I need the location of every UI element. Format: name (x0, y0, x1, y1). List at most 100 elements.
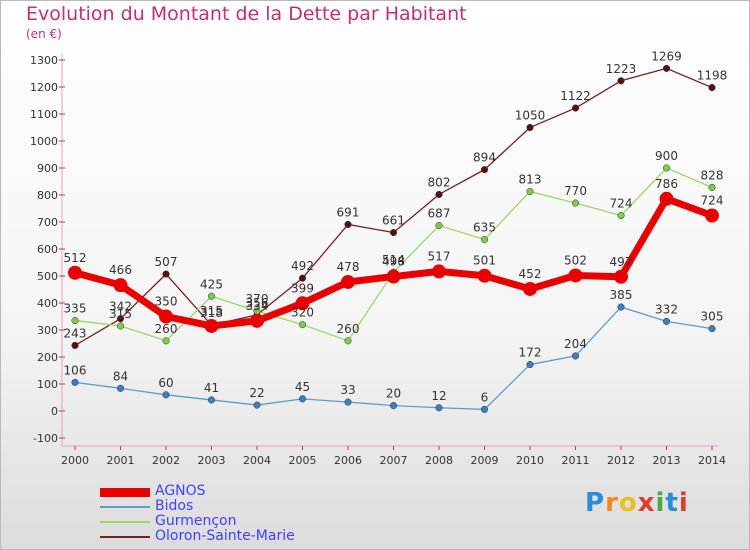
data-label: 342 (109, 300, 132, 314)
data-points (68, 64, 719, 413)
data-point (617, 211, 625, 220)
y-tick-label: 1000 (30, 135, 58, 148)
data-point (571, 352, 580, 360)
data-point (298, 321, 307, 329)
data-point (571, 104, 580, 112)
data-point (295, 296, 310, 311)
data-label: 332 (655, 302, 678, 316)
data-label: 813 (519, 172, 542, 186)
y-tick-label: 800 (37, 189, 58, 202)
data-point (432, 264, 446, 279)
y-tick-label: 1300 (30, 54, 58, 67)
data-label: 894 (473, 151, 496, 165)
legend-label-bidos: Bidos (155, 498, 194, 514)
legend-label-gurmencon: Gurmençon (155, 513, 237, 529)
x-tick-label: 2011 (562, 454, 590, 467)
logo-letter: P (585, 488, 606, 518)
data-point (389, 402, 398, 410)
data-point (526, 187, 534, 196)
data-label: 335 (64, 302, 87, 316)
data-label: 492 (291, 259, 314, 273)
data-point (116, 384, 125, 392)
data-label: 828 (701, 168, 724, 182)
data-point (705, 208, 719, 223)
data-point (386, 269, 401, 284)
x-tick-label: 2013 (653, 454, 681, 467)
data-label: 315 (200, 304, 223, 318)
data-label: 172 (519, 346, 542, 360)
x-tick-label: 2004 (243, 454, 271, 467)
y-tick-label: 1200 (30, 81, 58, 94)
data-label: 22 (249, 386, 264, 400)
data-label: 635 (473, 221, 496, 235)
data-label: 33 (340, 383, 355, 397)
data-point (568, 268, 583, 283)
data-label: 661 (382, 214, 405, 228)
x-tick-label: 2014 (698, 454, 726, 467)
data-point (68, 265, 82, 280)
data-point (480, 236, 489, 244)
data-point (298, 395, 307, 403)
data-label: 452 (519, 267, 542, 281)
logo-letter: t (665, 488, 679, 518)
legend-swatch-oloron (100, 536, 150, 538)
data-label: 318 (200, 306, 223, 320)
data-label: 385 (610, 288, 633, 302)
x-tick-label: 2002 (152, 454, 180, 467)
data-label: 514 (382, 253, 405, 267)
data-point (344, 220, 352, 228)
data-label: 900 (655, 149, 678, 163)
data-point (435, 190, 443, 199)
data-point (344, 398, 352, 406)
data-point (298, 274, 307, 282)
data-label: 501 (473, 254, 496, 268)
data-label: 84 (113, 369, 128, 383)
data-label: 517 (428, 249, 451, 263)
data-label: 497 (610, 255, 633, 269)
data-label: 350 (155, 295, 178, 309)
y-tick-label: 900 (37, 162, 58, 175)
axes: -100 0 100 200 300 400 500 600 700 800 900 1000 1100… (30, 54, 726, 467)
data-point (662, 317, 671, 325)
data-point (708, 183, 716, 191)
data-label: 204 (564, 337, 587, 351)
data-point (207, 292, 216, 300)
data-point (116, 315, 125, 323)
data-point (71, 341, 79, 349)
x-tick-label: 2006 (334, 454, 362, 467)
y-tick-label: -100 (33, 432, 58, 445)
data-label: 512 (64, 251, 87, 265)
data-point (526, 361, 534, 369)
data-label: 305 (701, 310, 724, 324)
data-point (526, 123, 534, 132)
data-point (250, 313, 264, 328)
data-label: 12 (431, 389, 446, 403)
data-label: 334 (246, 299, 269, 313)
data-label: 356 (246, 296, 269, 310)
data-point (162, 337, 170, 345)
x-tick-label: 2000 (61, 454, 89, 467)
data-labels: 243 342 507 318 356 492 691 661 802 894 1050 1122 12… (64, 49, 728, 404)
x-tick-label: 2007 (380, 454, 408, 467)
data-label: 106 (64, 363, 87, 377)
data-point (662, 64, 671, 72)
data-point (523, 281, 537, 296)
data-label: 243 (64, 326, 87, 340)
x-tick-label: 2005 (289, 454, 317, 467)
data-label: 1198 (697, 69, 728, 83)
proxiti-logo: Proxiti (585, 488, 689, 518)
data-point (617, 77, 625, 85)
x-tick-label: 2003 (198, 454, 226, 467)
data-point (207, 396, 216, 404)
series-lines (74, 67, 714, 411)
y-tick-label: 300 (37, 324, 58, 337)
y-tick-label: 500 (37, 270, 58, 283)
x-tick-label: 2012 (607, 454, 635, 467)
data-label: 260 (155, 322, 178, 336)
data-label: 724 (610, 197, 633, 211)
data-label: 399 (291, 281, 314, 295)
data-label: 41 (204, 381, 219, 395)
data-point (116, 322, 125, 330)
data-point (617, 303, 625, 311)
logo-letter: i (678, 488, 689, 518)
